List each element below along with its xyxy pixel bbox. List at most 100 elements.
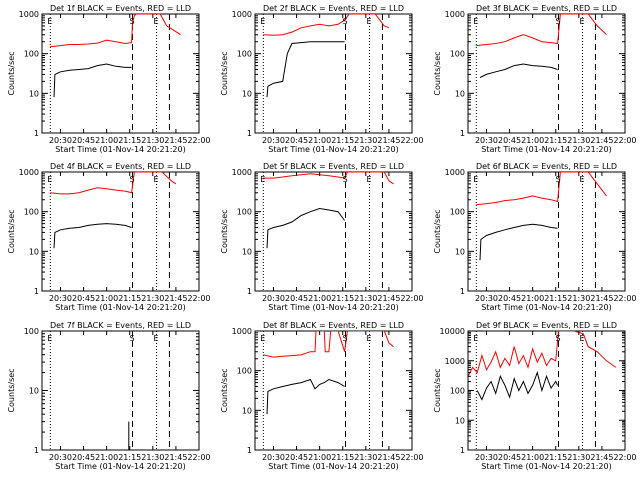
marker-label: E	[367, 334, 372, 343]
plot-area	[49, 14, 181, 133]
x-tick-label: 22:00	[400, 136, 423, 145]
chart-title: Det 4f BLACK = Events, RED = LLD	[50, 162, 191, 171]
series-events	[53, 223, 132, 249]
series-events	[266, 207, 346, 249]
series-events	[266, 41, 345, 98]
y-axis-label: Counts/sec	[7, 368, 16, 412]
chart-title: Det 7f BLACK = Events, RED = LLD	[50, 321, 191, 330]
y-tick-label: 10	[455, 416, 465, 425]
x-tick-label: 22:00	[187, 136, 210, 145]
plot-area	[49, 172, 177, 291]
x-axis-label: Start Time (01-Nov-14 20:21:20)	[481, 303, 611, 312]
x-tick-label: 21:45	[164, 136, 187, 145]
series-events	[476, 370, 559, 401]
x-axis-label: Start Time (01-Nov-14 20:21:20)	[268, 145, 398, 154]
y-tick-label: 100	[450, 208, 465, 217]
plot-area	[475, 14, 607, 133]
marker-label: E	[154, 17, 159, 26]
y-tick-label: 10	[29, 387, 39, 396]
x-tick-label: 22:00	[187, 453, 210, 462]
y-axis-label: Counts/sec	[433, 209, 442, 253]
plot-frame	[254, 171, 413, 292]
x-tick-label: 20:45	[285, 453, 308, 462]
chart-panel-1: Det 1f BLACK = Events, RED = LLD E S E 20:30…	[7, 4, 211, 154]
x-tick-label: 20:30	[49, 136, 72, 145]
x-tick-label: 20:45	[498, 453, 521, 462]
x-tick-label: 20:30	[475, 136, 498, 145]
series-lld	[50, 14, 181, 48]
x-tick-label: 21:00	[521, 453, 544, 462]
marker-label: S	[343, 334, 348, 343]
plot-area	[262, 172, 394, 291]
chart-title: Det 5f BLACK = Events, RED = LLD	[263, 162, 404, 171]
x-tick-label: 22:00	[613, 453, 636, 462]
marker-label: E	[473, 334, 478, 343]
y-tick-label: 100	[237, 50, 252, 59]
x-tick-label: 22:00	[400, 294, 423, 303]
y-axis-label: Counts/sec	[220, 51, 229, 95]
x-tick-label: 21:45	[377, 136, 400, 145]
x-tick-label: 21:00	[95, 136, 118, 145]
y-tick-label: 100	[237, 208, 252, 217]
series-events	[266, 378, 345, 415]
x-tick-label: 21:15	[118, 294, 141, 303]
x-tick-label: 21:15	[544, 453, 567, 462]
marker-label: S	[556, 17, 561, 26]
y-tick-label: 1000	[445, 357, 465, 366]
plot-frame	[41, 13, 200, 134]
y-tick-label: 10	[29, 89, 39, 98]
x-tick-label: 21:45	[377, 453, 400, 462]
series-lld	[263, 14, 390, 36]
x-tick-label: 21:30	[354, 453, 377, 462]
series-lld	[263, 172, 394, 185]
x-tick-label: 21:45	[164, 453, 187, 462]
y-tick-label: 1	[247, 129, 252, 138]
series-events	[53, 63, 132, 98]
y-axis-label: Counts/sec	[220, 368, 229, 412]
chart-title: Det 8f BLACK = Events, RED = LLD	[263, 321, 404, 330]
marker-label: E	[47, 334, 52, 343]
plot-frame	[41, 171, 200, 292]
marker-label: S	[130, 175, 135, 184]
x-tick-label: 20:45	[72, 136, 95, 145]
y-axis-label: Counts/sec	[433, 368, 442, 412]
chart-panel-6: Det 6f BLACK = Events, RED = LLD E S E 20:30…	[433, 162, 637, 312]
plot-area	[262, 331, 394, 450]
marker-label: E	[580, 334, 585, 343]
x-tick-label: 22:00	[613, 136, 636, 145]
y-tick-label: 1	[34, 287, 39, 296]
y-axis-label: Counts/sec	[433, 51, 442, 95]
series-events	[479, 223, 558, 261]
x-tick-label: 20:30	[475, 294, 498, 303]
y-tick-label: 10	[242, 406, 252, 415]
y-tick-label: 1000	[445, 168, 465, 177]
x-tick-label: 21:00	[308, 453, 331, 462]
marker-label: E	[473, 17, 478, 26]
y-tick-label: 10	[455, 247, 465, 256]
marker-label: E	[580, 175, 585, 184]
plot-frame	[467, 330, 626, 451]
plot-area	[475, 172, 607, 291]
chart-panel-4: Det 4f BLACK = Events, RED = LLD E S E 20:30…	[7, 162, 211, 312]
marker-label: E	[47, 175, 52, 184]
x-tick-label: 21:30	[567, 136, 590, 145]
x-tick-label: 21:15	[544, 294, 567, 303]
marker-label: E	[260, 17, 265, 26]
plot-frame	[254, 330, 413, 451]
x-tick-label: 21:45	[164, 294, 187, 303]
plot-area	[262, 14, 390, 133]
marker-label: S	[130, 334, 135, 343]
y-tick-label: 1000	[445, 10, 465, 19]
y-tick-label: 1000	[232, 327, 252, 336]
series-lld	[476, 14, 607, 47]
x-tick-label: 21:00	[521, 294, 544, 303]
y-tick-label: 100	[24, 327, 39, 336]
y-tick-label: 10	[455, 89, 465, 98]
chart-panel-9: Det 9f BLACK = Events, RED = LLD E S E 20:30…	[433, 321, 637, 471]
marker-label: S	[556, 175, 561, 184]
x-tick-label: 22:00	[613, 294, 636, 303]
x-tick-label: 21:15	[331, 453, 354, 462]
x-tick-label: 21:00	[95, 294, 118, 303]
y-tick-label: 10000	[440, 327, 465, 336]
